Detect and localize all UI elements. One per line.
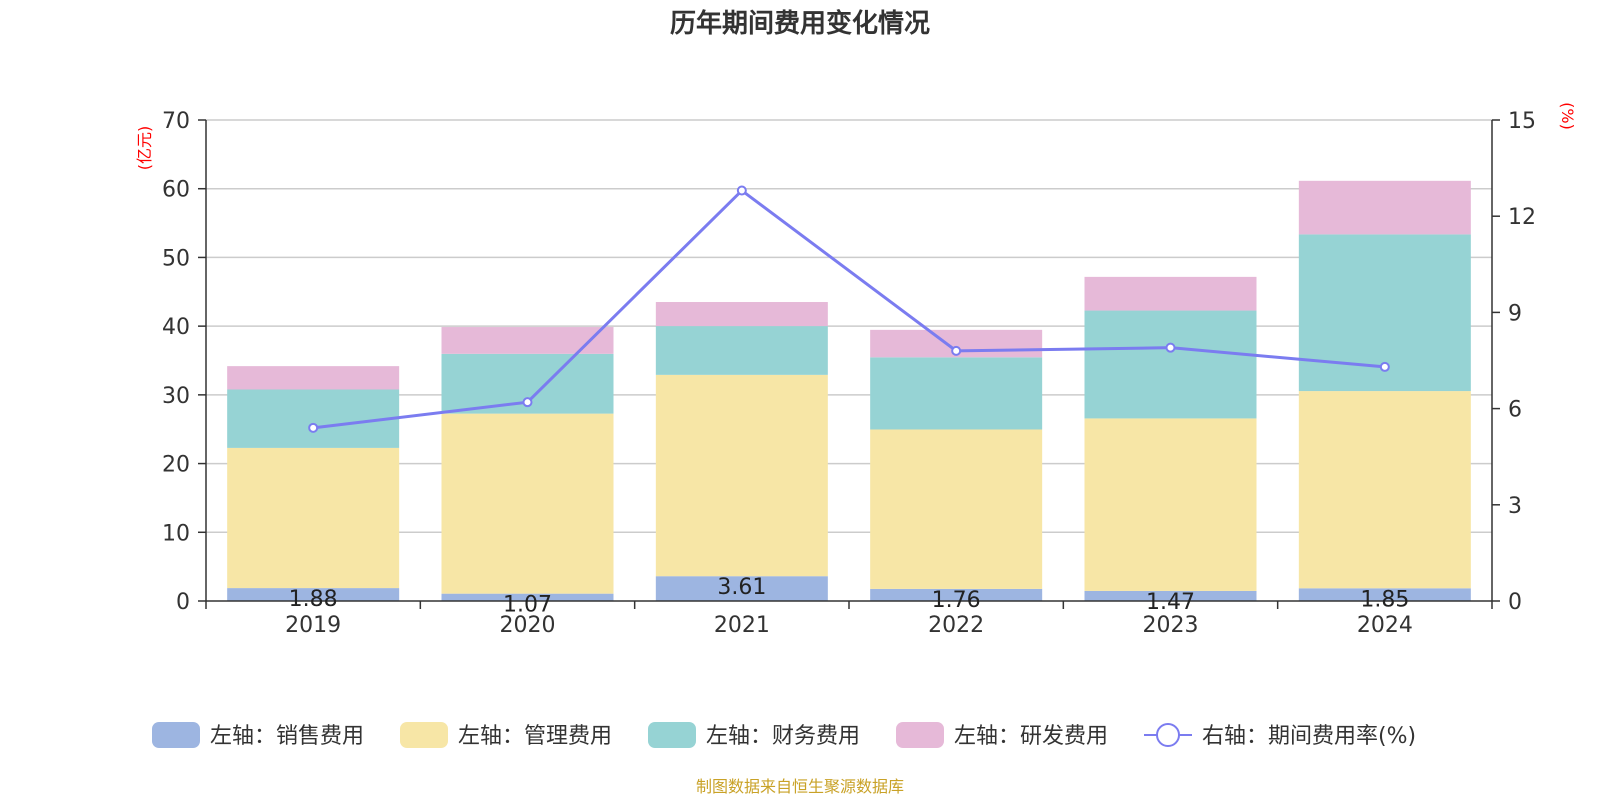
legend-label: 左轴：财务费用	[706, 724, 860, 749]
right-axis-tick-label: 15	[1508, 109, 1536, 134]
bar-data-label: 1.47	[1146, 590, 1195, 615]
rate-point	[522, 397, 533, 408]
bar-segment	[655, 302, 828, 327]
legend-swatch	[152, 722, 200, 748]
bar-segment	[870, 429, 1043, 589]
x-axis-tick-label: 2023	[1143, 613, 1199, 638]
legend-swatch	[648, 722, 696, 748]
axes: 0 10 20 30 40 50 60 70 0 3 6 9 12 15 2019 2020 2021 2022 2…	[162, 109, 1536, 638]
bar-segment	[1298, 588, 1471, 601]
bar-segment	[441, 327, 614, 354]
x-axis-tick-label: 2021	[714, 613, 770, 638]
bar-segment	[870, 588, 1043, 601]
x-axis-tick-label: 2022	[928, 613, 984, 638]
left-axis-tick-label: 0	[176, 590, 190, 615]
bar-segment	[227, 447, 400, 589]
bar-series	[227, 180, 1471, 601]
left-axis-tick-label: 70	[162, 109, 190, 134]
legend-marker-swatch	[1156, 723, 1180, 747]
left-axis-tick-label: 60	[162, 178, 190, 203]
rate-point	[736, 185, 747, 196]
legend-swatch	[400, 722, 448, 748]
bar-segment	[227, 389, 400, 448]
chart-title: 历年期间费用变化情况	[670, 8, 930, 39]
bar-segment	[655, 326, 828, 375]
legend-label: 左轴：管理费用	[458, 724, 612, 749]
bar-segment	[870, 357, 1043, 430]
right-axis-tick-label: 3	[1508, 494, 1522, 519]
x-axis-tick-label: 2024	[1357, 613, 1413, 638]
rate-line	[308, 185, 1390, 433]
data-source: 制图数据来自恒生聚源数据库	[696, 777, 904, 796]
bar-data-label: 1.88	[289, 587, 338, 612]
data-labels: 1.88 1.07 3.61 1.76 1.47 1.85	[289, 575, 1410, 617]
left-axis-tick-label: 10	[162, 521, 190, 546]
rate-point	[951, 345, 962, 356]
x-axis-tick-label: 2019	[285, 613, 341, 638]
right-axis-tick-label: 9	[1508, 301, 1522, 326]
legend: 左轴：销售费用 左轴：管理费用 左轴：财务费用 左轴：研发费用 右轴：期间费用率(%)	[152, 722, 1416, 749]
bar-segment	[227, 366, 400, 390]
right-axis-tick-label: 12	[1508, 205, 1536, 230]
rate-point	[308, 422, 319, 433]
bar-segment	[227, 588, 400, 601]
legend-label: 左轴：研发费用	[954, 724, 1108, 749]
bar-segment	[655, 576, 828, 601]
left-axis-tick-label: 30	[162, 384, 190, 409]
legend-label: 右轴：期间费用率(%)	[1202, 724, 1416, 749]
right-axis-unit: (%)	[1558, 102, 1577, 130]
x-axis-tick-label: 2020	[500, 613, 556, 638]
bar-segment	[1084, 418, 1257, 591]
legend-swatch	[896, 722, 944, 748]
bar-segment	[655, 374, 828, 577]
bar-data-label: 1.07	[503, 593, 552, 618]
left-axis-unit: (亿元)	[135, 126, 154, 171]
left-axis-tick-label: 20	[162, 453, 190, 478]
bar-segment	[1298, 180, 1471, 235]
legend-label: 左轴：销售费用	[210, 724, 364, 749]
bar-data-label: 3.61	[717, 575, 766, 600]
gridlines	[206, 119, 1492, 534]
rate-line-path	[312, 188, 1385, 430]
rate-point	[1165, 342, 1176, 353]
left-axis-tick-label: 50	[162, 246, 190, 271]
bar-data-label: 1.85	[1360, 587, 1409, 612]
bar-segment	[441, 593, 614, 601]
bar-segment	[441, 413, 614, 594]
rate-point	[1379, 361, 1390, 372]
bar-segment	[1084, 310, 1257, 419]
right-axis-tick-label: 0	[1508, 590, 1522, 615]
bar-segment	[1084, 590, 1257, 601]
bar-segment	[1298, 391, 1471, 589]
bar-data-label: 1.76	[932, 588, 981, 613]
right-axis-tick-label: 6	[1508, 398, 1522, 423]
left-axis-tick-label: 40	[162, 315, 190, 340]
bar-segment	[1084, 276, 1257, 311]
